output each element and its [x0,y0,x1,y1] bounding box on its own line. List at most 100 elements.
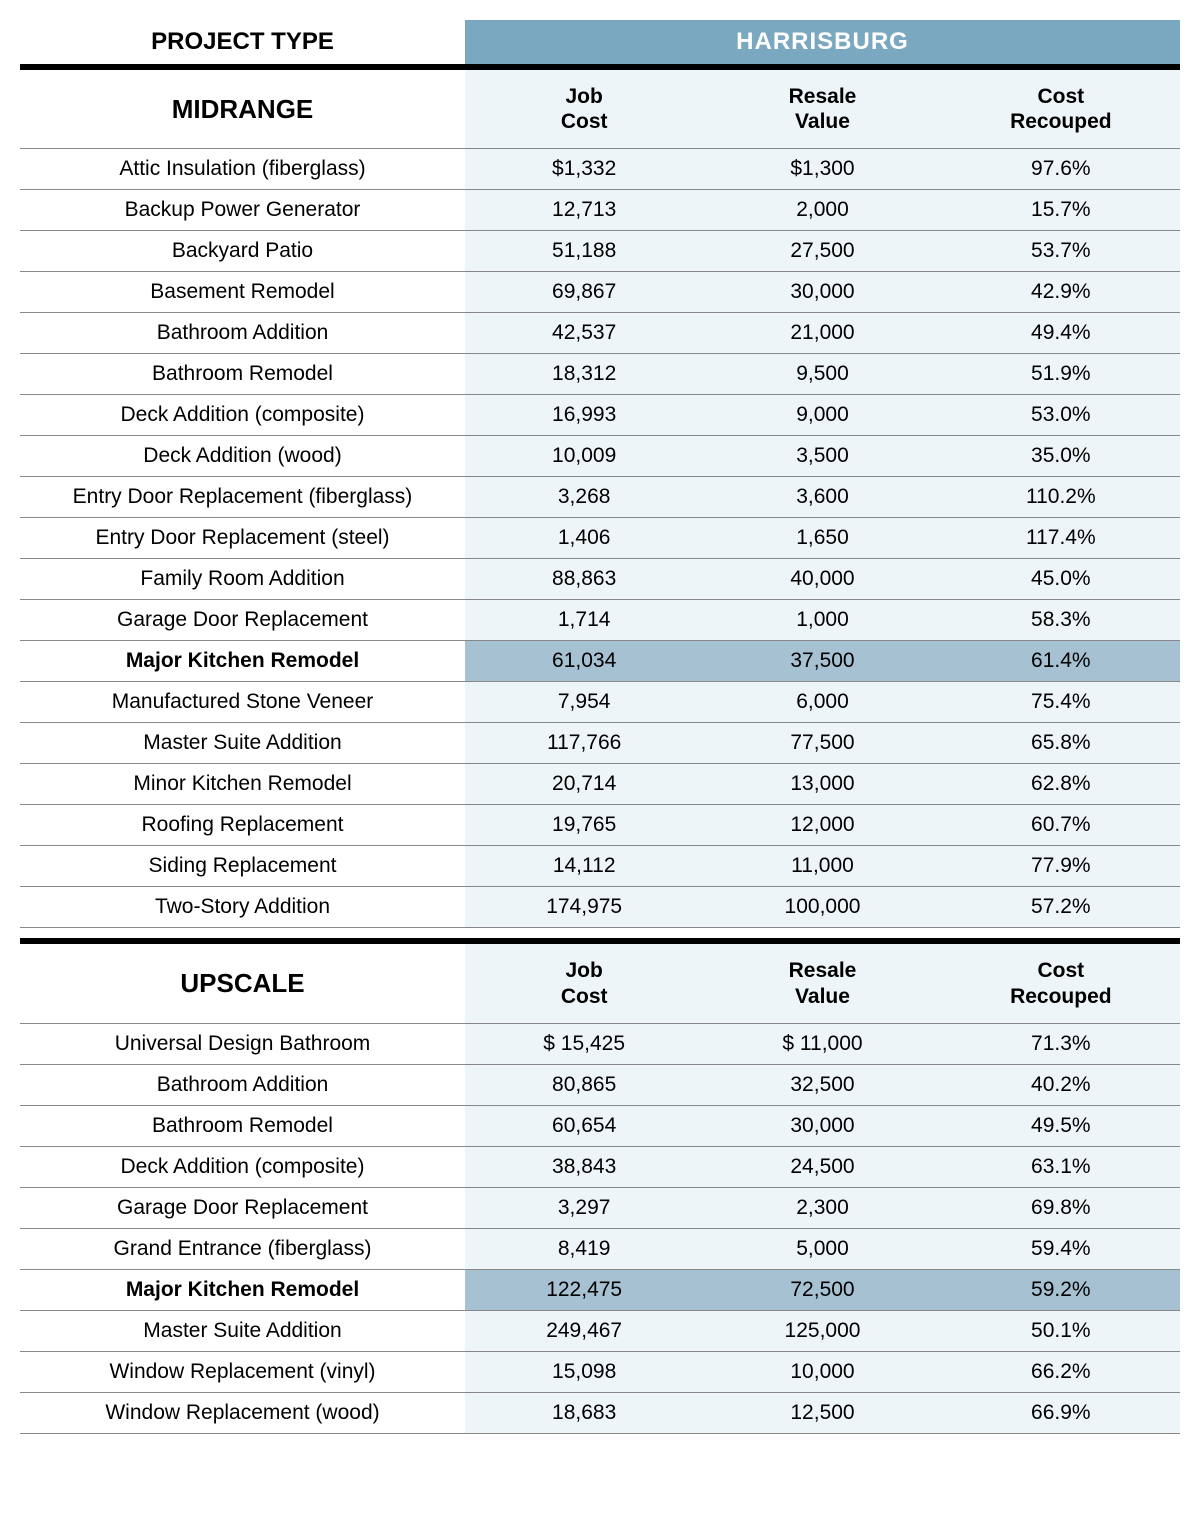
cell: 12,000 [703,805,941,845]
cell: 30,000 [703,1106,941,1146]
cell: 117,766 [465,723,703,763]
row-label: Backyard Patio [20,231,465,271]
cell: 49.4% [942,313,1180,353]
cell: 9,500 [703,354,941,394]
row-data: 60,65430,00049.5% [465,1106,1180,1146]
cell: 7,954 [465,682,703,722]
row-label: Window Replacement (vinyl) [20,1352,465,1392]
cell: 110.2% [942,477,1180,517]
cell: 42,537 [465,313,703,353]
cell: 40,000 [703,559,941,599]
row-label: Roofing Replacement [20,805,465,845]
cell: 50.1% [942,1311,1180,1351]
table-row: Major Kitchen Remodel61,03437,50061.4% [20,641,1180,682]
cell: 100,000 [703,887,941,927]
row-data: 38,84324,50063.1% [465,1147,1180,1187]
table-row: Bathroom Addition80,86532,50040.2% [20,1065,1180,1106]
row-data: 10,0093,50035.0% [465,436,1180,476]
row-data: 18,68312,50066.9% [465,1393,1180,1433]
cell: 97.6% [942,149,1180,189]
row-data: 8,4195,00059.4% [465,1229,1180,1269]
row-label: Attic Insulation (fiberglass) [20,149,465,189]
cell: 21,000 [703,313,941,353]
row-label: Major Kitchen Remodel [20,641,465,681]
table-row: Family Room Addition88,86340,00045.0% [20,559,1180,600]
table-row: Bathroom Remodel60,65430,00049.5% [20,1106,1180,1147]
cell: 35.0% [942,436,1180,476]
row-data: 18,3129,50051.9% [465,354,1180,394]
row-label: Deck Addition (wood) [20,436,465,476]
row-label: Basement Remodel [20,272,465,312]
cell: 57.2% [942,887,1180,927]
cell: 61.4% [942,641,1180,681]
cell: 3,500 [703,436,941,476]
row-label: Grand Entrance (fiberglass) [20,1229,465,1269]
row-data: 249,467125,00050.1% [465,1311,1180,1351]
cell: $1,300 [703,149,941,189]
section-title: MIDRANGE [20,70,465,148]
row-data: $1,332$1,30097.6% [465,149,1180,189]
cell: 62.8% [942,764,1180,804]
region-heading: HARRISBURG [465,20,1180,64]
row-label: Minor Kitchen Remodel [20,764,465,804]
row-label: Major Kitchen Remodel [20,1270,465,1310]
cell: 13,000 [703,764,941,804]
column-header: Resale Value [703,944,941,1022]
row-label: Garage Door Replacement [20,600,465,640]
table-row: Backyard Patio51,18827,50053.7% [20,231,1180,272]
row-data: 3,2683,600110.2% [465,477,1180,517]
cell: 69,867 [465,272,703,312]
cell: 38,843 [465,1147,703,1187]
column-headers: Job CostResale ValueCost Recouped [465,944,1180,1022]
row-data: 174,975100,00057.2% [465,887,1180,927]
table-row: Backup Power Generator12,7132,00015.7% [20,190,1180,231]
cell: 72,500 [703,1270,941,1310]
cell: 60.7% [942,805,1180,845]
table-row: Entry Door Replacement (fiberglass)3,268… [20,477,1180,518]
cell: 37,500 [703,641,941,681]
cell: 16,993 [465,395,703,435]
cell: 125,000 [703,1311,941,1351]
cell: 77.9% [942,846,1180,886]
cell: 53.0% [942,395,1180,435]
cell: $ 15,425 [465,1024,703,1064]
cell: 249,467 [465,1311,703,1351]
row-label: Window Replacement (wood) [20,1393,465,1433]
cell: 12,713 [465,190,703,230]
cell: 24,500 [703,1147,941,1187]
row-label: Garage Door Replacement [20,1188,465,1228]
cell: 69.8% [942,1188,1180,1228]
cell: 14,112 [465,846,703,886]
section-title: UPSCALE [20,944,465,1022]
table-row: Attic Insulation (fiberglass)$1,332$1,30… [20,149,1180,190]
table-row: Bathroom Remodel18,3129,50051.9% [20,354,1180,395]
cell: 6,000 [703,682,941,722]
cell: 77,500 [703,723,941,763]
cell: 60,654 [465,1106,703,1146]
row-label: Bathroom Addition [20,1065,465,1105]
row-label: Bathroom Remodel [20,354,465,394]
row-label: Siding Replacement [20,846,465,886]
cell: 10,000 [703,1352,941,1392]
cell: 45.0% [942,559,1180,599]
row-label: Master Suite Addition [20,723,465,763]
row-label: Two-Story Addition [20,887,465,927]
cell: 2,000 [703,190,941,230]
row-data: 122,47572,50059.2% [465,1270,1180,1310]
cell: 42.9% [942,272,1180,312]
row-label: Bathroom Remodel [20,1106,465,1146]
row-data: 1,4061,650117.4% [465,518,1180,558]
row-data: 16,9939,00053.0% [465,395,1180,435]
table-row: Master Suite Addition249,467125,00050.1% [20,1311,1180,1352]
row-data: $ 15,425$ 11,00071.3% [465,1024,1180,1064]
cell: 27,500 [703,231,941,271]
project-type-heading: PROJECT TYPE [20,20,465,64]
table-row: Roofing Replacement19,76512,00060.7% [20,805,1180,846]
cell: 40.2% [942,1065,1180,1105]
cell: 30,000 [703,272,941,312]
cell: 1,650 [703,518,941,558]
cell: 49.5% [942,1106,1180,1146]
table-row: Two-Story Addition174,975100,00057.2% [20,887,1180,928]
section-header: UPSCALEJob CostResale ValueCost Recouped [20,944,1180,1023]
row-data: 15,09810,00066.2% [465,1352,1180,1392]
